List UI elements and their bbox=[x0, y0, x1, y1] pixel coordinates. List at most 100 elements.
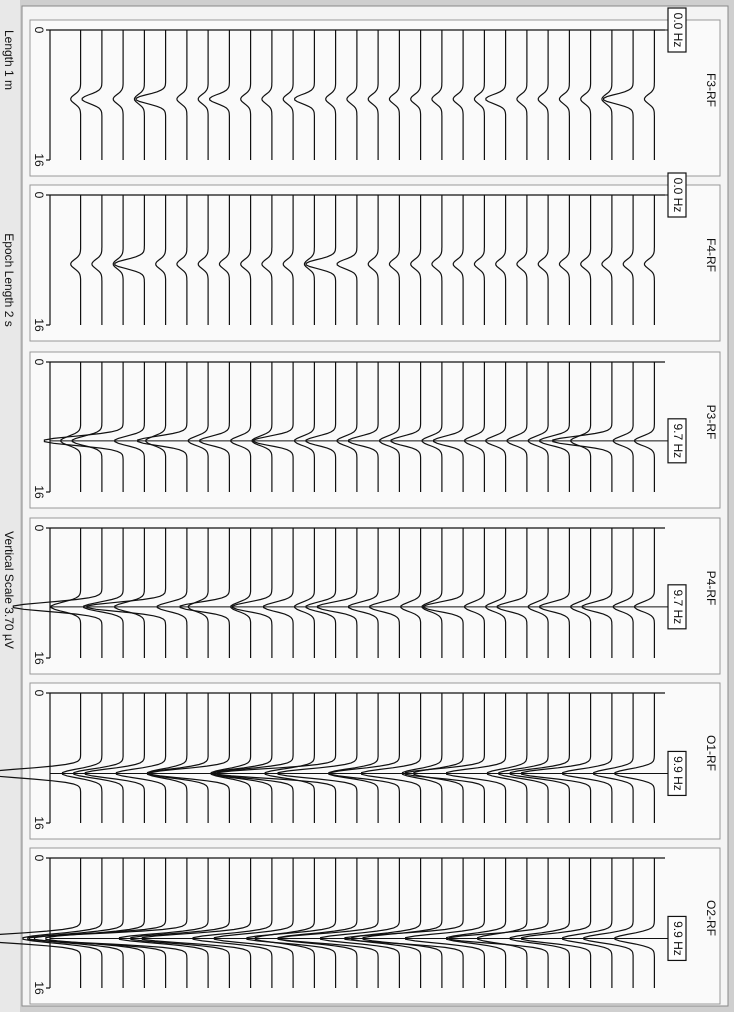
spectrum-trace bbox=[187, 362, 209, 492]
freq-tick-label: 16 bbox=[32, 816, 46, 830]
freq-tick-label: 16 bbox=[32, 485, 46, 499]
status-epoch: Epoch Length 2 s bbox=[2, 233, 16, 326]
spectrum-trace bbox=[516, 30, 528, 160]
spectrum-trace bbox=[464, 362, 485, 492]
spectrum-trace bbox=[400, 528, 422, 658]
spectrum-trace bbox=[329, 693, 400, 823]
freq-tick-label: 0 bbox=[32, 855, 46, 862]
spectrum-trace bbox=[305, 528, 337, 658]
spectrum-trace bbox=[348, 362, 379, 492]
spectrum-trace bbox=[294, 30, 315, 160]
spectrum-trace bbox=[421, 362, 443, 492]
spectrum-trace bbox=[86, 528, 167, 658]
spectrum-trace bbox=[187, 528, 209, 658]
spectrum-trace bbox=[305, 195, 337, 325]
spectrum-trace bbox=[614, 858, 655, 988]
spectrum-trace bbox=[70, 30, 82, 160]
spectrum-trace bbox=[405, 693, 485, 823]
spectrum-trace bbox=[446, 693, 507, 823]
spectrum-trace bbox=[405, 858, 485, 988]
hz-box bbox=[667, 172, 687, 218]
spectrum-trace bbox=[516, 195, 528, 325]
spectrum-trace bbox=[583, 858, 634, 988]
spectrum-trace bbox=[410, 195, 422, 325]
spectrum-trace bbox=[452, 30, 464, 160]
spectrum-trace bbox=[410, 30, 422, 160]
channel-label: F4-RF bbox=[704, 238, 718, 272]
spectrum-trace bbox=[362, 858, 443, 988]
spectrum-trace bbox=[148, 693, 209, 823]
spectrum-trace bbox=[388, 195, 400, 325]
spectrum-trace bbox=[413, 693, 464, 823]
spectrum-trace bbox=[614, 693, 655, 823]
spectrum-trace bbox=[230, 528, 252, 658]
spectrum-trace bbox=[197, 195, 209, 325]
spectrum-trace bbox=[388, 30, 400, 160]
spectrum-trace bbox=[622, 195, 634, 325]
spectrum-trace bbox=[176, 30, 188, 160]
spectrum-trace bbox=[71, 362, 103, 492]
spectrum-trace bbox=[401, 693, 443, 823]
spectrum-trace bbox=[176, 195, 188, 325]
spectrum-trace bbox=[33, 858, 124, 988]
spectrum-trace bbox=[130, 858, 230, 988]
spectrum-trace bbox=[320, 858, 400, 988]
hz-box bbox=[667, 584, 687, 630]
spectrum-trace bbox=[112, 30, 124, 160]
spectrum-trace bbox=[60, 362, 82, 492]
spectrum-trace bbox=[486, 693, 528, 823]
spectrum-trace bbox=[137, 362, 188, 492]
spectrum-trace bbox=[216, 693, 337, 823]
spectrum-trace bbox=[495, 195, 507, 325]
spectrum-trace bbox=[558, 195, 570, 325]
spectrum-trace bbox=[145, 362, 167, 492]
spectrum-trace bbox=[643, 30, 655, 160]
spectrum-trace bbox=[369, 528, 400, 658]
spectrum-trace bbox=[305, 362, 337, 492]
freq-tick-label: 0 bbox=[32, 27, 46, 34]
spectrum-trace bbox=[27, 858, 167, 988]
panel bbox=[29, 517, 721, 675]
spectrum-trace bbox=[367, 195, 379, 325]
spectrum-trace bbox=[634, 362, 655, 492]
spectrum-trace bbox=[156, 528, 188, 658]
spectrum-trace bbox=[240, 195, 252, 325]
hz-label: 0.0 Hz bbox=[671, 13, 685, 48]
spectrum-trace bbox=[539, 528, 570, 658]
spectrum-trace bbox=[251, 362, 273, 492]
spectrum-trace bbox=[485, 362, 507, 492]
spectrum-trace bbox=[240, 30, 252, 160]
spectrum-trace bbox=[601, 195, 613, 325]
spectrum-trace bbox=[294, 528, 315, 658]
spectrum-trace bbox=[464, 528, 485, 658]
spectrum-trace bbox=[485, 528, 507, 658]
spectrum-trace bbox=[612, 362, 634, 492]
hz-label: 0.0 Hz bbox=[671, 178, 685, 213]
spectrum-trace bbox=[70, 195, 82, 325]
spectrum-trace bbox=[294, 362, 315, 492]
spectrum-trace bbox=[601, 30, 613, 160]
channel-label: F3-RF bbox=[704, 73, 718, 107]
spectrum-trace bbox=[197, 30, 209, 160]
spectrum-trace bbox=[521, 693, 592, 823]
channel-label: P3-RF bbox=[704, 405, 718, 440]
spectrum-trace bbox=[50, 528, 82, 658]
spectrum-trace bbox=[593, 693, 634, 823]
spectrum-trace bbox=[423, 528, 464, 658]
hz-label: 9.7 Hz bbox=[671, 589, 685, 624]
spectrum-trace bbox=[433, 362, 464, 492]
spectrum-trace bbox=[539, 362, 570, 492]
spectrum-trace bbox=[141, 858, 252, 988]
spectrum-trace bbox=[277, 858, 358, 988]
spectrum-trace bbox=[261, 195, 273, 325]
spectrum-trace bbox=[264, 693, 315, 823]
spectrum-trace bbox=[212, 693, 273, 823]
spectrum-trace bbox=[246, 858, 337, 988]
spectrum-trace bbox=[612, 528, 634, 658]
spectrum-trace bbox=[230, 362, 252, 492]
freq-tick-label: 0 bbox=[32, 192, 46, 199]
spectrum-trace bbox=[213, 693, 294, 823]
spectrum-trace bbox=[261, 30, 273, 160]
spectrum-trace bbox=[133, 30, 145, 160]
channel-label: O1-RF bbox=[704, 735, 718, 771]
